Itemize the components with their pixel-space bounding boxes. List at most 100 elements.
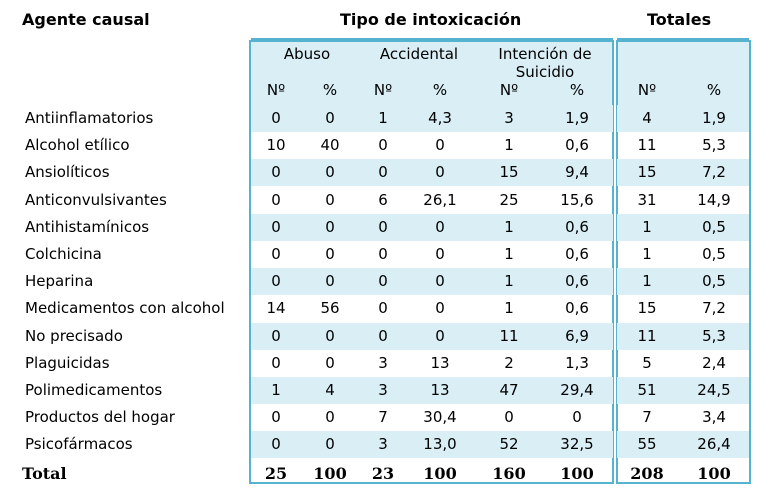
header-totales: Totales: [647, 10, 712, 29]
total-label: Total: [22, 464, 67, 483]
total-totales-n: 208: [630, 464, 664, 483]
cell-abuso-n: 0: [271, 435, 281, 453]
cell-abuso-n: 0: [271, 272, 281, 290]
cell-abuso-n: 0: [271, 218, 281, 236]
row-band-right: [617, 431, 749, 458]
cell-abuso-pct: 0: [325, 191, 335, 209]
cell-abuso-pct: 0: [325, 435, 335, 453]
cell-totales-pct: 14,9: [697, 191, 731, 209]
rule-left: [249, 40, 251, 482]
cell-suicidio-pct: 15,6: [560, 191, 594, 209]
row-agent-label: Alcohol etílico: [25, 136, 130, 154]
sub-suicidio-n: Nº: [499, 81, 519, 99]
row-agent-label: Psicofármacos: [25, 435, 133, 453]
cell-abuso-pct: 4: [325, 381, 335, 399]
cell-abuso-n: 0: [271, 109, 281, 127]
cell-accidental-pct: 0: [435, 272, 445, 290]
cell-totales-pct: 1,9: [702, 109, 726, 127]
group-header-rule-left: [251, 38, 613, 42]
cell-suicidio-pct: 0,6: [565, 272, 589, 290]
cell-suicidio-n: 15: [499, 163, 519, 181]
cell-totales-n: 11: [637, 327, 657, 345]
cell-totales-pct: 0,5: [702, 245, 726, 263]
sub-totales-n: Nº: [637, 81, 657, 99]
cell-abuso-n: 0: [271, 163, 281, 181]
cell-totales-n: 31: [637, 191, 657, 209]
total-suicidio-n: 160: [492, 464, 526, 483]
sub-abuso-n: Nº: [266, 81, 286, 99]
row-agent-label: Colchicina: [25, 245, 102, 263]
cell-suicidio-pct: 9,4: [565, 163, 589, 181]
cell-totales-pct: 5,3: [702, 136, 726, 154]
cell-totales-n: 1: [642, 272, 652, 290]
cell-suicidio-pct: 0: [572, 408, 582, 426]
table-row: Antihistamínicos 0 0 0 0 1 0,6 1 0,5: [0, 214, 782, 241]
group-header-rule-right: [617, 38, 749, 42]
row-agent-label: Polimedicamentos: [25, 381, 163, 399]
row-agent-label: Anticonvulsivantes: [25, 191, 167, 209]
cell-suicidio-pct: 0,6: [565, 136, 589, 154]
cell-abuso-n: 0: [271, 327, 281, 345]
cell-suicidio-n: 0: [504, 408, 514, 426]
row-band-left: [251, 431, 613, 458]
cell-totales-pct: 5,3: [702, 327, 726, 345]
row-band-right: [617, 159, 749, 186]
cell-suicidio-n: 1: [504, 272, 514, 290]
table-row: Colchicina 0 0 0 0 1 0,6 1 0,5: [0, 241, 782, 268]
cell-abuso-pct: 0: [325, 354, 335, 372]
cell-abuso-pct: 56: [320, 299, 340, 317]
cell-accidental-pct: 0: [435, 245, 445, 263]
row-agent-label: Medicamentos con alcohol: [25, 299, 225, 317]
cell-accidental-n: 0: [378, 218, 388, 236]
table-row: Psicofármacos 0 0 3 13,0 52 32,5 55 26,4: [0, 431, 782, 458]
group-accidental: Accidental: [379, 45, 459, 63]
total-accidental-n: 23: [371, 464, 395, 483]
row-band-left: [251, 159, 613, 186]
cell-abuso-pct: 0: [325, 109, 335, 127]
cell-suicidio-n: 1: [504, 218, 514, 236]
rule-bottom-left: [249, 482, 614, 484]
cell-suicidio-pct: 0,6: [565, 218, 589, 236]
rule-right: [749, 40, 751, 482]
row-band-right: [617, 323, 749, 350]
row-band-left: [251, 268, 613, 295]
cell-accidental-pct: 0: [435, 163, 445, 181]
cell-accidental-pct: 0: [435, 327, 445, 345]
group-header-band-right: [617, 40, 749, 110]
cell-accidental-pct: 13: [430, 381, 450, 399]
table-row: No precisado 0 0 0 0 11 6,9 11 5,3: [0, 323, 782, 350]
header-agent-causal: Agente causal: [22, 10, 150, 29]
row-agent-label: Ansiolíticos: [25, 163, 110, 181]
cell-suicidio-n: 52: [499, 435, 519, 453]
cell-abuso-pct: 40: [320, 136, 340, 154]
cell-totales-pct: 7,2: [702, 163, 726, 181]
group-abuso: Abuso: [283, 45, 331, 63]
row-band-right: [617, 105, 749, 132]
cell-abuso-n: 14: [266, 299, 286, 317]
table-row: Anticonvulsivantes 0 0 6 26,1 25 15,6 31 14,9: [0, 187, 782, 214]
total-totales-pct: 100: [697, 464, 731, 483]
cell-abuso-n: 10: [266, 136, 286, 154]
cell-accidental-pct: 13: [430, 354, 450, 372]
cell-accidental-n: 3: [378, 354, 388, 372]
cell-accidental-n: 3: [378, 435, 388, 453]
cell-accidental-pct: 4,3: [428, 109, 452, 127]
table-row: Heparina 0 0 0 0 1 0,6 1 0,5: [0, 268, 782, 295]
cell-abuso-pct: 0: [325, 327, 335, 345]
cell-suicidio-pct: 1,3: [565, 354, 589, 372]
cell-totales-n: 5: [642, 354, 652, 372]
cell-totales-n: 11: [637, 136, 657, 154]
row-band-left: [251, 214, 613, 241]
cell-accidental-pct: 30,4: [423, 408, 457, 426]
cell-suicidio-pct: 29,4: [560, 381, 594, 399]
cell-abuso-n: 0: [271, 354, 281, 372]
row-band-right: [617, 214, 749, 241]
cell-abuso-n: 0: [271, 245, 281, 263]
total-abuso-pct: 100: [313, 464, 347, 483]
cell-accidental-pct: 13,0: [423, 435, 457, 453]
sub-totales-pct: %: [706, 81, 722, 99]
cell-suicidio-pct: 0,6: [565, 299, 589, 317]
cell-abuso-n: 0: [271, 191, 281, 209]
cell-abuso-pct: 0: [325, 408, 335, 426]
cell-totales-n: 15: [637, 299, 657, 317]
